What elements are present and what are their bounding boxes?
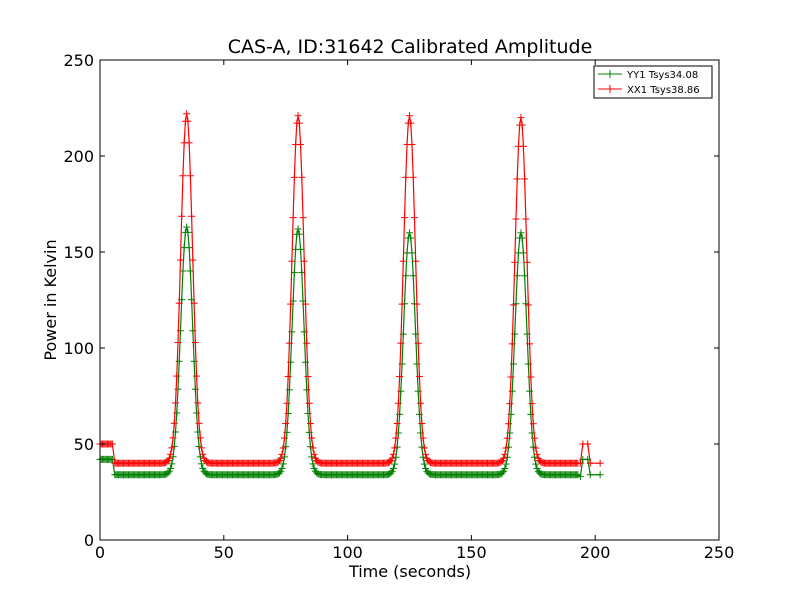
x-axis-label: Time (seconds) [348, 562, 471, 581]
plot-frame [99, 59, 720, 541]
series-markers-2 [96, 110, 604, 467]
legend-label: XX1 Tsys38.86 [627, 85, 700, 96]
y-tick-label: 50 [74, 435, 94, 454]
plot-area [100, 60, 719, 540]
x-tick-label: 150 [456, 543, 487, 562]
series-layer [96, 110, 604, 481]
y-tick-label: 0 [84, 531, 94, 550]
x-tick-label: 250 [704, 543, 735, 562]
legend-box [593, 65, 713, 99]
series-markers-1 [96, 223, 604, 481]
y-tick-label: 150 [63, 243, 94, 262]
y-tick-label: 200 [63, 147, 94, 166]
x-tick-label: 100 [332, 543, 363, 562]
legend-label: YY1 Tsys34.08 [626, 70, 698, 81]
x-tick-label: 50 [214, 543, 234, 562]
legend: YY1 Tsys34.08 XX1 Tsys38.86 [593, 65, 713, 99]
chart-title: CAS-A, ID:31642 Calibrated Amplitude [228, 36, 593, 58]
x-tick-label: 200 [580, 543, 611, 562]
y-axis-label: Power in Kelvin [41, 239, 60, 360]
x-tick-label: 0 [95, 543, 105, 562]
ticks-layer: 0 50 100 150 200 250 0 50 100 150 200 250 [63, 51, 734, 562]
y-tick-label: 250 [63, 51, 94, 70]
y-tick-label: 100 [63, 339, 94, 358]
